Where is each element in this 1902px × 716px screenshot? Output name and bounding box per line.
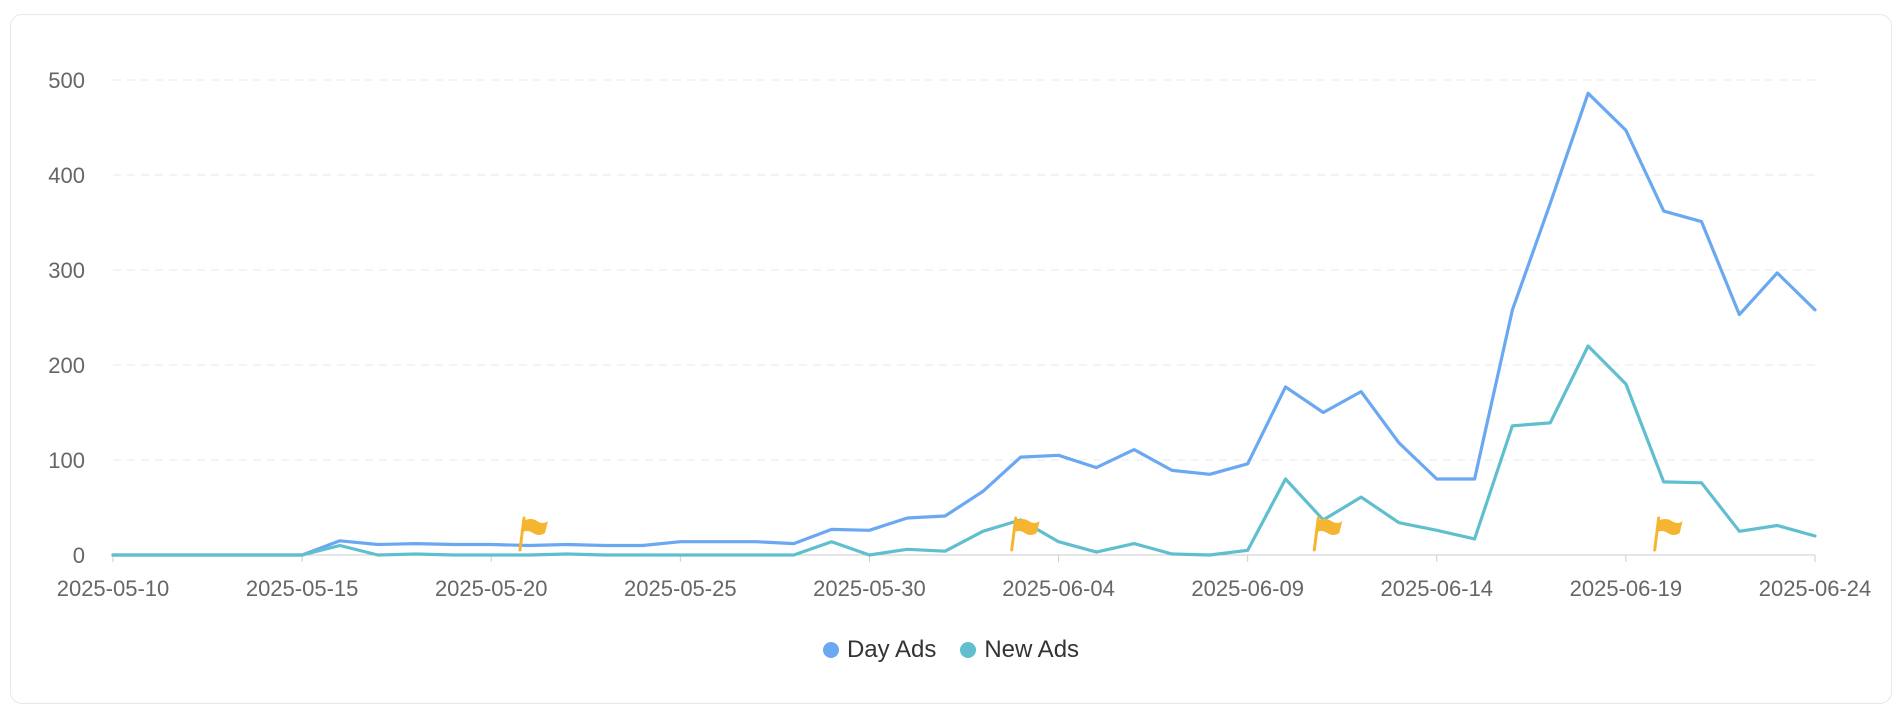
legend-item-new-ads[interactable]: New Ads <box>960 636 1079 664</box>
legend-dot-day-ads <box>822 642 839 658</box>
flag-icon[interactable] <box>518 516 548 552</box>
x-tick-label: 2025-05-25 <box>624 576 737 601</box>
x-tick-label: 2025-05-15 <box>246 576 359 601</box>
x-tick-label: 2025-05-30 <box>813 576 926 601</box>
y-axis: 0 100 200 300 400 500 <box>48 68 85 568</box>
series-line-new-ads[interactable] <box>111 344 1817 557</box>
x-tick-label: 2025-06-14 <box>1381 576 1494 601</box>
x-axis: 2025-05-10 2025-05-15 2025-05-20 2025-05-25… <box>57 554 1872 601</box>
legend-dot-new-ads <box>960 642 977 658</box>
y-tick-label: 300 <box>48 258 85 283</box>
x-tick-label: 2025-06-04 <box>1002 576 1115 601</box>
legend-label-new-ads: New Ads <box>984 636 1080 663</box>
x-tick-label: 2025-06-19 <box>1570 576 1683 601</box>
y-tick-label: 0 <box>73 543 85 568</box>
y-tick-label: 500 <box>48 68 85 93</box>
y-tick-label: 400 <box>48 163 85 188</box>
legend-item-day-ads[interactable]: Day Ads <box>822 636 937 664</box>
flag-icon[interactable] <box>1312 516 1343 552</box>
chart-card <box>10 14 1892 704</box>
y-tick-label: 100 <box>48 448 85 473</box>
x-tick-label: 2025-06-24 <box>1759 576 1872 601</box>
series-lines <box>111 91 1817 557</box>
x-tick-label: 2025-05-20 <box>435 576 548 601</box>
x-tick-label: 2025-06-09 <box>1191 576 1304 601</box>
y-tick-label: 200 <box>48 353 85 378</box>
series-line-day-ads[interactable] <box>111 91 1817 557</box>
legend: Day Ads New Ads <box>0 636 1902 664</box>
x-tick-label: 2025-05-10 <box>57 576 170 601</box>
annotation-flags <box>518 516 1683 552</box>
flag-icon[interactable] <box>1010 516 1040 552</box>
legend-label-day-ads: Day Ads <box>846 636 937 663</box>
flag-icon[interactable] <box>1653 516 1683 552</box>
grid-lines <box>113 79 1815 461</box>
